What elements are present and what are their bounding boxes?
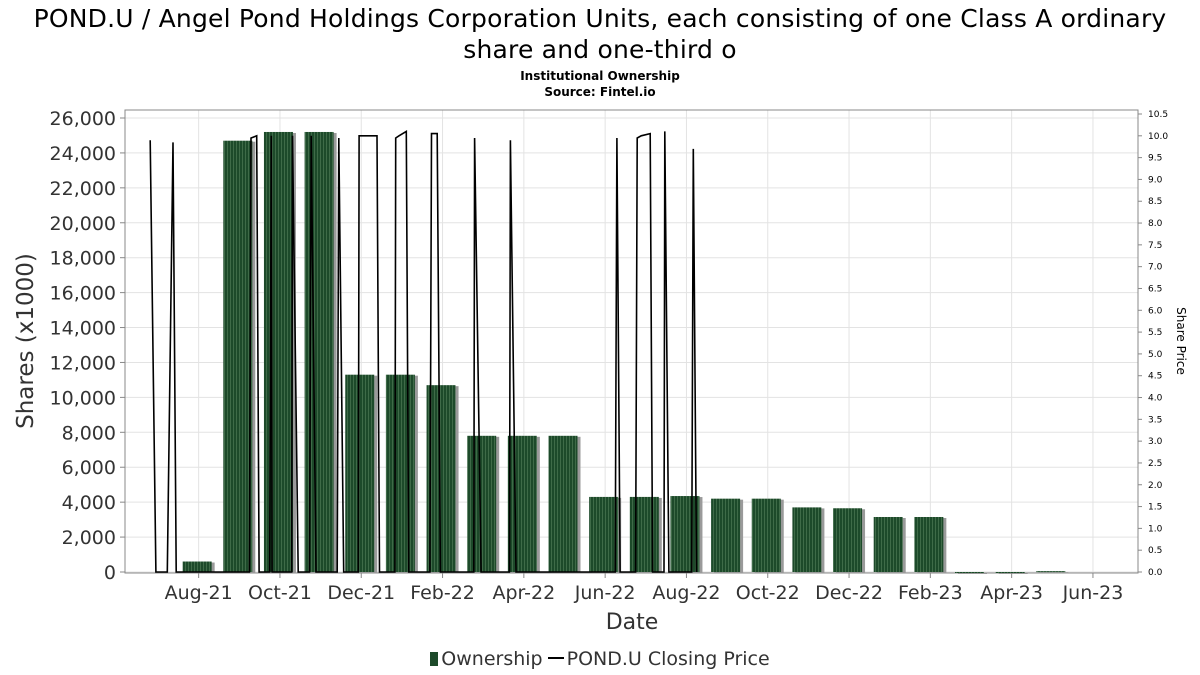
y2-tick-label: 9.5 (1148, 154, 1162, 164)
legend: Ownership POND.U Closing Price (0, 648, 1200, 670)
ownership-bar (711, 498, 741, 572)
ownership-bar (833, 508, 863, 572)
ownership-bar (589, 496, 619, 572)
y2-tick-label: 8.5 (1148, 197, 1162, 207)
ownership-bar (263, 131, 293, 572)
bar-shadow (1039, 572, 1069, 574)
y-tick-label: 6,000 (62, 457, 116, 479)
x-axis-label: Date (606, 610, 659, 635)
y2-tick-label: 2.5 (1148, 459, 1162, 469)
y-tick-label: 8,000 (62, 422, 116, 444)
ownership-bar (507, 435, 537, 572)
x-tick-label: Apr-22 (493, 582, 556, 604)
x-tick-label: Dec-21 (327, 582, 395, 604)
y2-tick-label: 3.5 (1148, 415, 1162, 425)
ownership-bar (670, 496, 700, 572)
ownership-bar (426, 385, 456, 572)
y2-tick-label: 7.0 (1148, 263, 1163, 273)
y2-tick-label: 5.0 (1148, 350, 1163, 360)
y2-tick-label: 10.0 (1148, 132, 1168, 142)
ownership-bar (223, 140, 253, 572)
y-axis: 0 2,000 4,000 6,000 8,000 10,000 12,000 14,000 1… (50, 108, 125, 584)
y-tick-label: 22,000 (50, 178, 116, 200)
y2-tick-label: 2.0 (1148, 481, 1163, 491)
y-tick-label: 2,000 (62, 527, 116, 549)
legend-ownership-swatch (430, 652, 439, 666)
ownership-bar (955, 572, 984, 573)
y2-tick-label: 0.0 (1148, 568, 1163, 578)
ownership-bar (1036, 571, 1066, 573)
y-tick-label: 20,000 (50, 213, 116, 235)
ownership-bar (914, 516, 944, 572)
y2-tick-label: 1.0 (1148, 524, 1163, 534)
y2-tick-label: 5.5 (1148, 328, 1162, 338)
legend-price-label: POND.U Closing Price (566, 648, 770, 670)
ownership-bar (792, 507, 822, 572)
chart-subtitle: Institutional Ownership Source: Fintel.i… (0, 68, 1200, 100)
y-tick-label: 16,000 (50, 283, 116, 305)
y2-tick-label: 3.0 (1148, 437, 1163, 447)
y2-tick-label: 6.0 (1148, 306, 1163, 316)
x-tick-label: Apr-23 (980, 582, 1043, 604)
bar-shadow (998, 573, 1028, 574)
y2-tick-label: 7.5 (1148, 241, 1162, 251)
legend-ownership-label: Ownership (441, 648, 543, 670)
bar-shadow (958, 573, 987, 574)
y-tick-label: 24,000 (50, 143, 116, 165)
ownership-bar (548, 435, 578, 572)
y2-tick-label: 4.0 (1148, 394, 1163, 404)
chart-title: POND.U / Angel Pond Holdings Corporation… (33, 4, 1167, 64)
y2-tick-label: 6.5 (1148, 284, 1162, 294)
x-tick-label: Aug-22 (652, 582, 720, 604)
y2-axis: 0.0 0.5 1.0 1.5 2.0 2.5 3.0 3.5 4.0 4.5 5.0 5.5 6.0 6… (1138, 110, 1168, 578)
y2-tick-label: 1.5 (1148, 503, 1162, 513)
ownership-bar (467, 435, 497, 572)
y-tick-label: 18,000 (50, 248, 116, 270)
y-tick-label: 10,000 (50, 387, 116, 409)
y-tick-label: 14,000 (50, 318, 116, 340)
ownership-bars (182, 131, 1069, 574)
y-tick-label: 4,000 (62, 492, 116, 514)
y2-tick-label: 9.0 (1148, 175, 1163, 185)
y2-axis-label: Share Price (1174, 307, 1188, 375)
y-tick-label: 26,000 (50, 108, 116, 130)
subtitle-line-1: Institutional Ownership (520, 69, 680, 83)
x-tick-label: Oct-21 (248, 582, 312, 604)
x-tick-label: Oct-22 (736, 582, 800, 604)
y2-tick-label: 8.0 (1148, 219, 1163, 229)
y-tick-label: 0 (104, 562, 116, 584)
x-tick-label: Feb-22 (410, 582, 475, 604)
x-tick-label: Aug-21 (165, 582, 233, 604)
y2-tick-label: 4.5 (1148, 372, 1162, 382)
ownership-bar (182, 561, 212, 572)
x-tick-label: Dec-22 (815, 582, 883, 604)
y-axis-label: Shares (x1000) (13, 253, 39, 429)
ownership-bar (345, 374, 375, 572)
x-tick-label: Jun-22 (574, 582, 636, 604)
x-tick-label: Feb-23 (898, 582, 963, 604)
ownership-bar (385, 374, 415, 572)
y2-tick-label: 10.5 (1148, 110, 1168, 120)
plot-area (124, 109, 1139, 574)
x-axis: Aug-21 Oct-21 Dec-21 Feb-22 Apr-22 Jun-22 Aug-… (165, 573, 1124, 604)
ownership-bar (751, 498, 781, 572)
ownership-bar (304, 131, 334, 572)
legend-price-swatch (547, 657, 564, 659)
y2-tick-label: 0.5 (1148, 546, 1162, 556)
y-tick-label: 12,000 (50, 352, 116, 374)
ownership-bar (995, 572, 1025, 573)
ownership-bar (873, 516, 903, 572)
subtitle-line-2: Source: Fintel.io (544, 85, 656, 99)
x-tick-label: Jun-23 (1062, 582, 1124, 604)
price-line-group (149, 129, 698, 573)
ownership-bar (629, 496, 659, 572)
price-line (149, 129, 698, 573)
